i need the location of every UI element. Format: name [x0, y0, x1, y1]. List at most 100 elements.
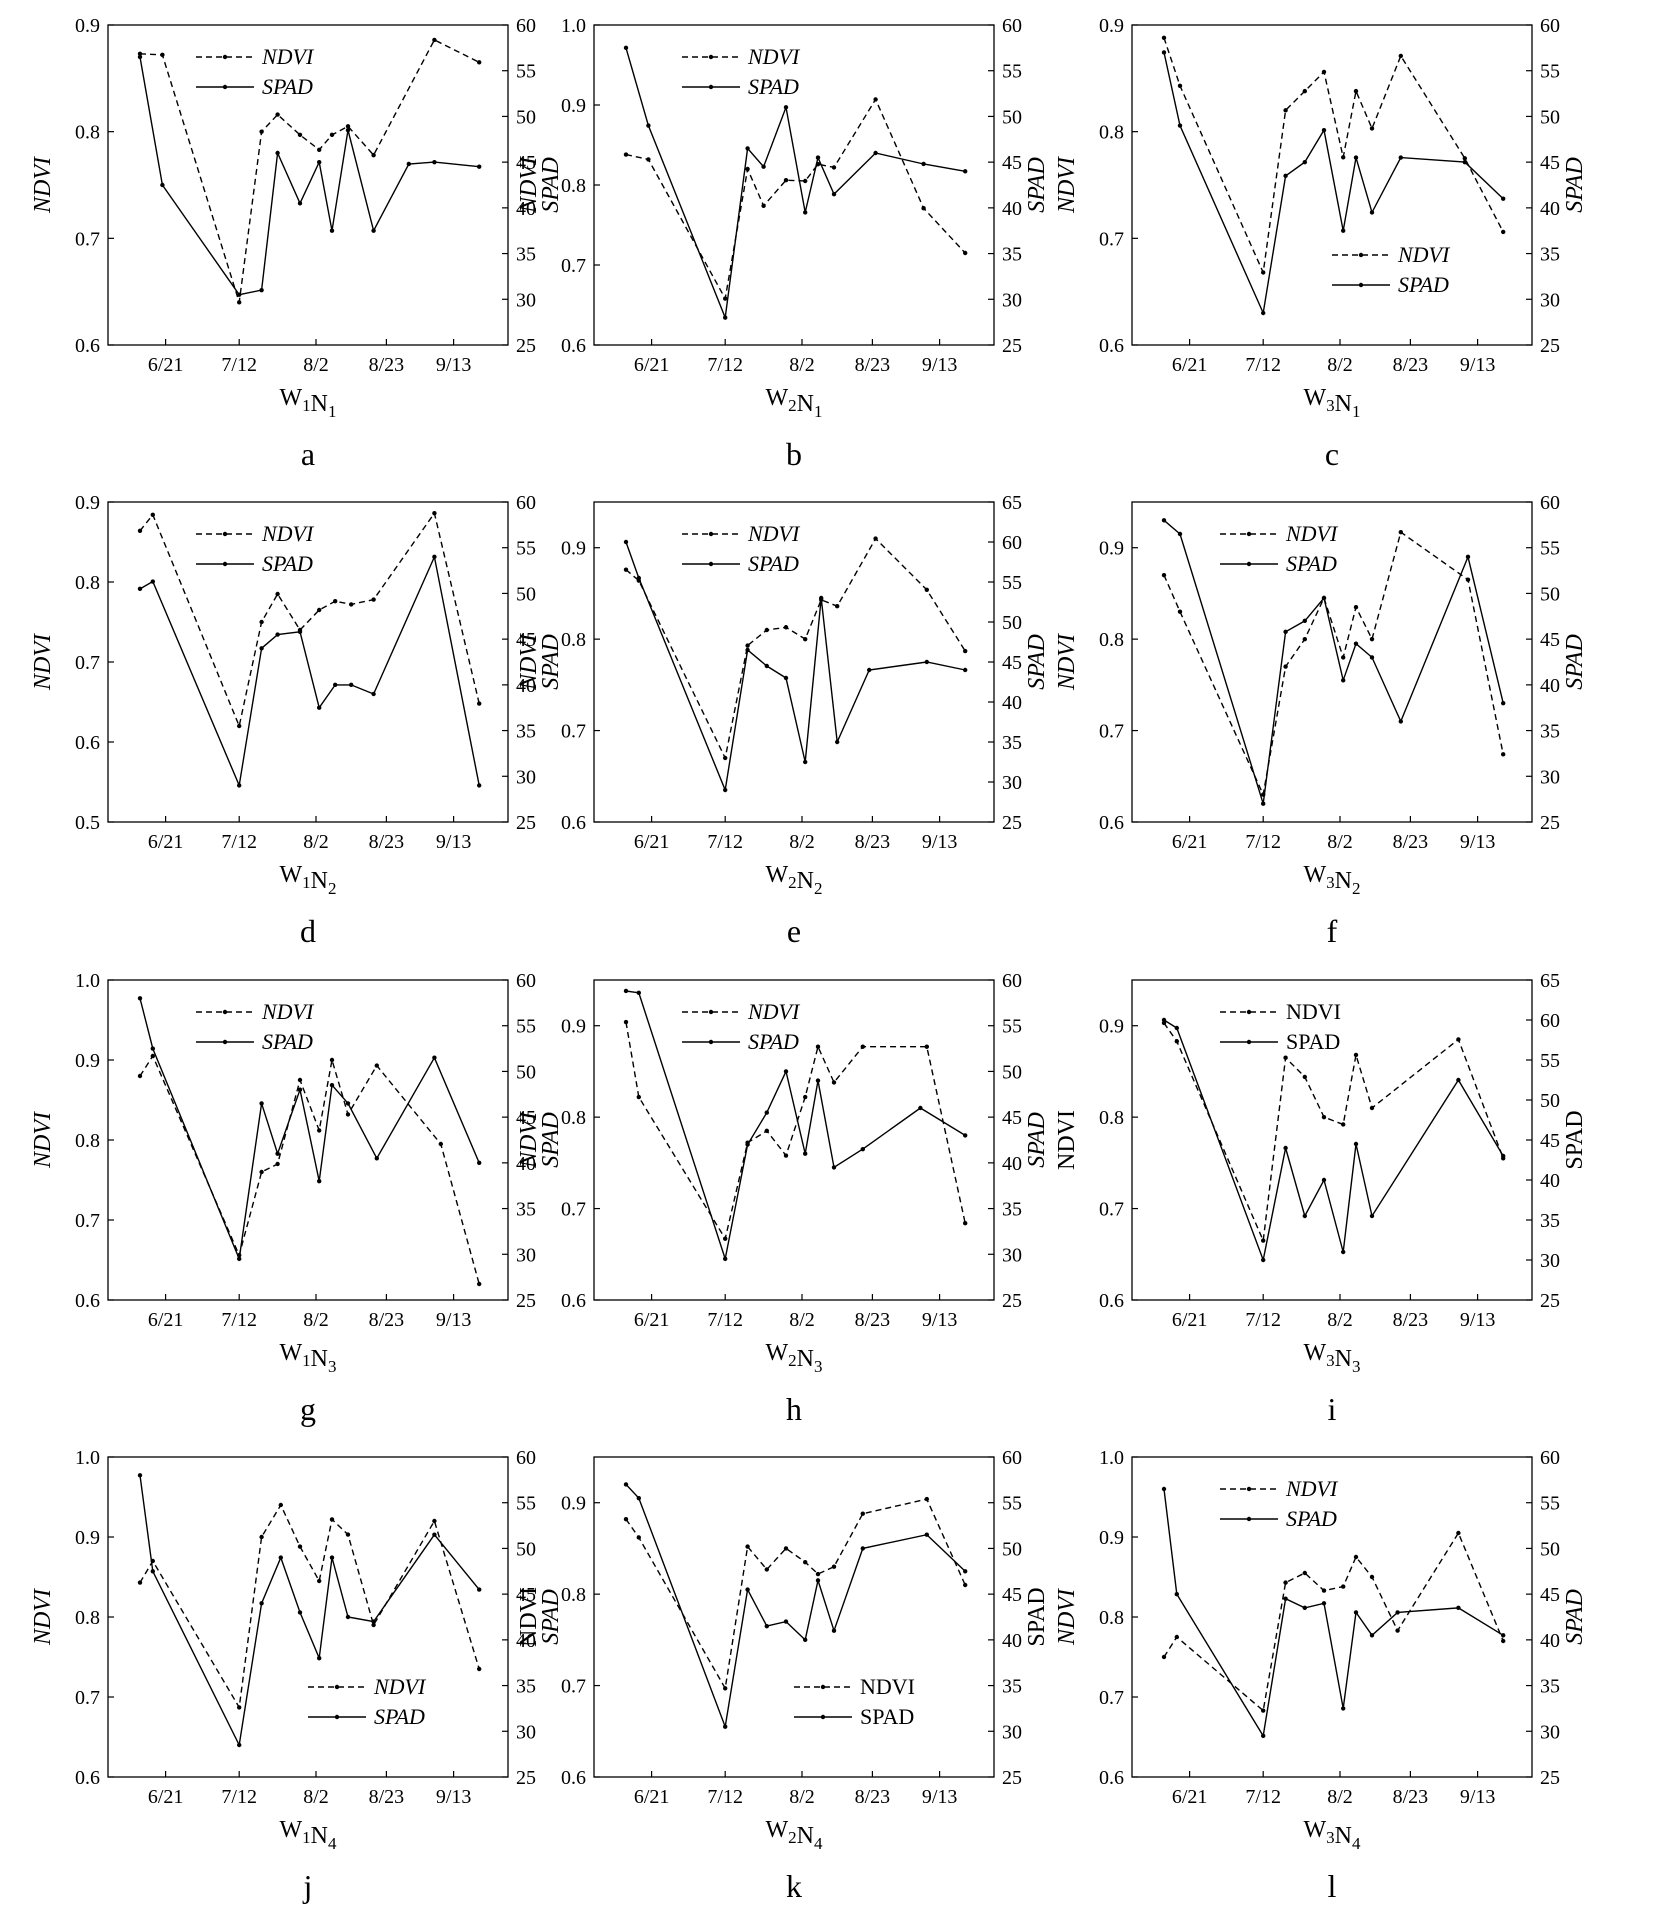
right-ytick-label: 25	[1540, 1290, 1560, 1312]
xtick-label: 7/12	[221, 354, 257, 376]
left-axis-title: NDVI	[1054, 1588, 1080, 1646]
legend-label-ndvi: NDVI	[747, 999, 801, 1024]
data-point-spad	[1353, 641, 1359, 646]
data-point-spad	[1283, 1596, 1288, 1601]
legend-marker	[222, 531, 228, 537]
xtick-label: 6/21	[1172, 1786, 1208, 1808]
right-ytick-label: 40	[516, 675, 536, 697]
right-ytick-label: 35	[1540, 1210, 1560, 1232]
left-ytick-label: 0.7	[75, 1687, 100, 1709]
left-ytick-label: 1.0	[75, 970, 100, 992]
data-point-ndvi	[623, 152, 629, 157]
right-ytick-label: 55	[1540, 61, 1560, 83]
data-point-spad	[477, 1160, 482, 1166]
data-point-spad	[764, 1110, 769, 1115]
left-ytick-label: 0.8	[561, 1107, 586, 1129]
left-axis-title: NDVI	[516, 633, 542, 691]
data-point-ndvi	[1353, 1052, 1359, 1058]
series-line-spad	[625, 1483, 966, 1730]
series-line-spad	[139, 998, 480, 1262]
data-point-ndvi	[297, 1544, 303, 1549]
right-ytick-label: 50	[516, 1061, 536, 1083]
right-ytick-label: 40	[516, 1153, 536, 1175]
series-line-ndvi	[1163, 37, 1504, 276]
left-ytick-label: 0.6	[561, 335, 586, 357]
data-point-spad	[237, 783, 242, 788]
xtick-label: 6/21	[148, 1786, 184, 1808]
data-point-ndvi	[278, 1502, 283, 1508]
data-point-spad	[275, 632, 280, 637]
data-point-spad	[831, 1165, 837, 1170]
left-ytick-label: 0.6	[75, 1290, 100, 1312]
chart-panel-a: 0.6 0.7 0.8 0.9 25 30 35 40 45 50 55 60 6/21 7/12 8/2 8…	[30, 15, 564, 472]
legend-label-spad: SPAD	[1286, 1506, 1337, 1531]
data-point-ndvi	[259, 1534, 264, 1540]
left-ytick-label: 0.6	[561, 812, 586, 834]
data-point-spad	[1501, 196, 1506, 201]
right-ytick-label: 60	[1540, 15, 1560, 37]
legend-label-ndvi: NDVI	[1397, 242, 1451, 267]
xtick-label: 7/12	[1245, 354, 1281, 376]
right-ytick-label: 25	[1002, 1290, 1022, 1312]
data-point-spad	[137, 996, 143, 1001]
legend-label-spad: SPAD	[1286, 1029, 1340, 1054]
data-point-ndvi	[745, 643, 750, 648]
xtick-label: 7/12	[221, 1786, 257, 1808]
data-point-spad	[1398, 155, 1404, 160]
data-point-spad	[297, 1610, 303, 1615]
data-point-spad	[815, 155, 821, 160]
xtick-label: 9/13	[1460, 1309, 1496, 1331]
data-point-spad	[1501, 700, 1506, 706]
legend-marker	[820, 1714, 826, 1720]
xtick-label: 9/13	[436, 1786, 472, 1808]
right-ytick-label: 50	[1002, 106, 1022, 128]
data-point-ndvi	[259, 1169, 264, 1175]
data-point-spad	[723, 1724, 728, 1729]
right-ytick-label: 45	[516, 1107, 536, 1129]
data-point-spad	[1161, 50, 1167, 55]
left-ytick-label: 0.9	[75, 492, 100, 514]
left-ytick-label: 0.8	[1099, 1607, 1124, 1629]
data-point-ndvi	[745, 1544, 750, 1549]
right-ytick-label: 30	[516, 1244, 536, 1266]
right-ytick-label: 45	[1540, 152, 1560, 174]
data-point-ndvi	[317, 147, 322, 152]
xtick-label: 8/2	[303, 831, 329, 853]
series-line-ndvi	[625, 1498, 966, 1691]
right-ytick-label: 45	[516, 1584, 536, 1606]
left-ytick-label: 0.9	[1099, 1016, 1124, 1038]
data-point-spad	[764, 663, 769, 669]
legend-label-ndvi: NDVI	[1286, 999, 1341, 1024]
series-line-spad	[1163, 1019, 1504, 1263]
data-point-ndvi	[623, 567, 629, 572]
data-point-ndvi	[297, 132, 303, 138]
right-ytick-label: 45	[516, 152, 536, 174]
data-point-spad	[1369, 210, 1375, 215]
panel-xlabel: W3N3	[1304, 1340, 1361, 1376]
data-point-spad	[1161, 1017, 1167, 1023]
xtick-label: 7/12	[1245, 831, 1281, 853]
right-ytick-label: 55	[1540, 538, 1560, 560]
left-ytick-label: 0.8	[1099, 629, 1124, 651]
data-point-spad	[745, 1142, 750, 1147]
left-axis-title: NDVI	[516, 1587, 542, 1647]
right-ytick-label: 60	[1540, 1010, 1560, 1032]
left-ytick-label: 0.7	[1099, 228, 1124, 250]
data-point-ndvi	[723, 1236, 728, 1241]
data-point-spad	[406, 161, 411, 167]
right-ytick-label: 45	[1002, 1584, 1022, 1606]
xtick-label: 7/12	[221, 1309, 257, 1331]
data-point-spad	[1321, 1177, 1327, 1183]
xtick-label: 9/13	[922, 1309, 958, 1331]
data-point-spad	[432, 554, 437, 560]
right-ytick-label: 25	[516, 335, 536, 357]
right-ytick-label: 60	[1540, 492, 1560, 514]
data-point-ndvi	[137, 51, 143, 56]
data-point-spad	[345, 127, 351, 133]
data-point-spad	[329, 1082, 335, 1088]
right-ytick-label: 50	[1540, 106, 1560, 128]
data-point-spad	[297, 629, 303, 635]
right-ytick-label: 45	[1002, 652, 1022, 674]
xtick-label: 9/13	[922, 831, 958, 853]
